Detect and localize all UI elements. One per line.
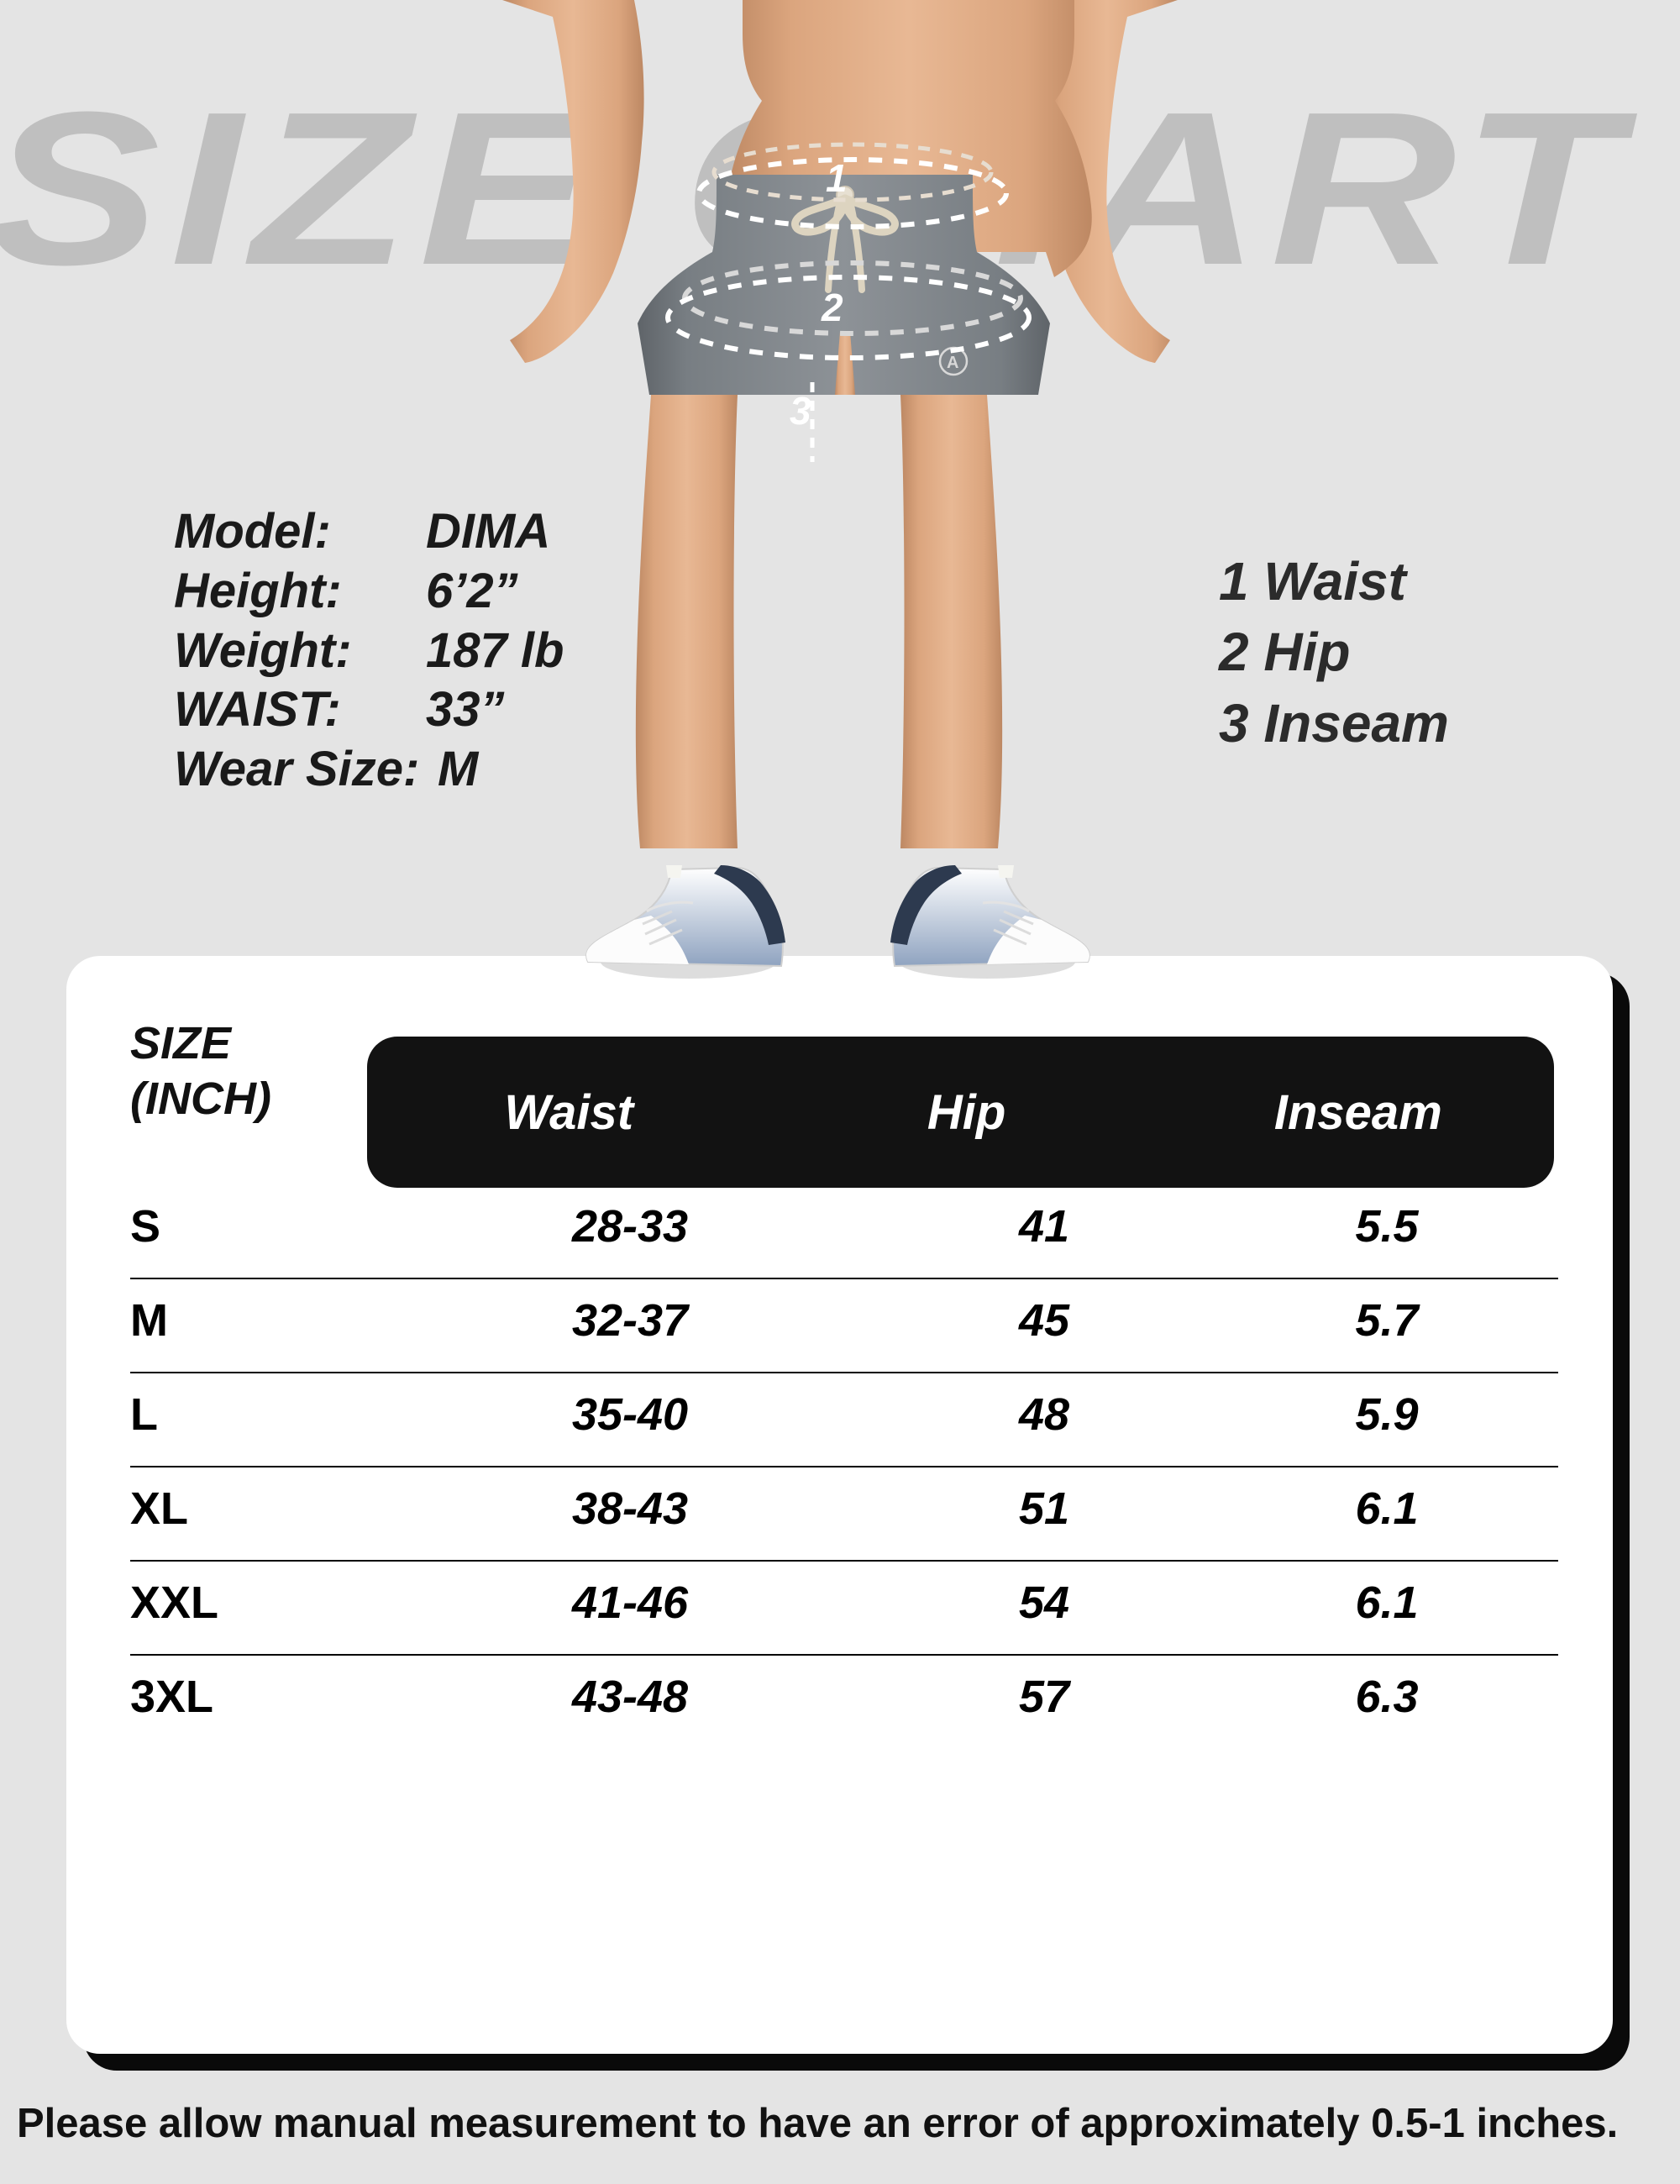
svg-text:3: 3	[790, 389, 811, 433]
svg-text:A: A	[947, 354, 958, 372]
svg-text:2: 2	[821, 286, 843, 329]
svg-text:1: 1	[826, 156, 848, 200]
